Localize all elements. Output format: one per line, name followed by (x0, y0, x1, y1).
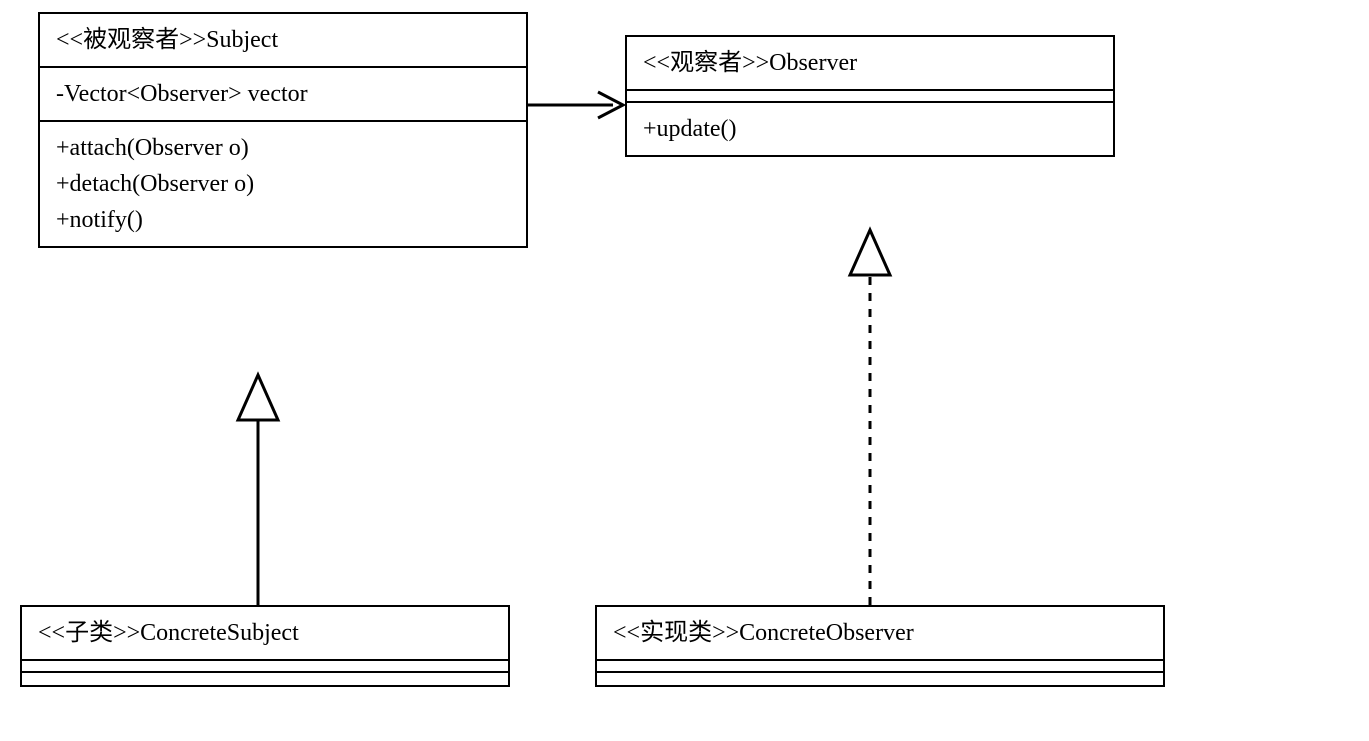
method-row: +detach(Observer o) (56, 166, 510, 202)
class-methods (597, 673, 1163, 685)
class-title-text: <<子类>>ConcreteSubject (38, 620, 299, 646)
class-attributes: -Vector<Observer> vector (40, 68, 526, 122)
class-subject: <<被观察者>>Subject -Vector<Observer> vector… (38, 12, 528, 248)
class-title: <<观察者>>Observer (627, 37, 1113, 91)
class-concrete-observer: <<实现类>>ConcreteObserver (595, 605, 1165, 687)
method-row: +attach(Observer o) (56, 130, 510, 166)
class-observer: <<观察者>>Observer +update() (625, 35, 1115, 157)
class-title: <<子类>>ConcreteSubject (22, 607, 508, 661)
class-title: <<实现类>>ConcreteObserver (597, 607, 1163, 661)
class-attributes (22, 661, 508, 673)
class-attributes (627, 91, 1113, 103)
class-title-text: <<被观察者>>Subject (56, 27, 278, 53)
method-row: +notify() (56, 202, 510, 238)
class-title-text: <<观察者>>Observer (643, 50, 857, 76)
attribute-row: -Vector<Observer> vector (56, 76, 510, 112)
class-title: <<被观察者>>Subject (40, 14, 526, 68)
class-methods (22, 673, 508, 685)
class-methods: +attach(Observer o) +detach(Observer o) … (40, 122, 526, 246)
class-concrete-subject: <<子类>>ConcreteSubject (20, 605, 510, 687)
method-row: +update() (643, 111, 1097, 147)
class-methods: +update() (627, 103, 1113, 155)
class-attributes (597, 661, 1163, 673)
class-title-text: <<实现类>>ConcreteObserver (613, 620, 914, 646)
